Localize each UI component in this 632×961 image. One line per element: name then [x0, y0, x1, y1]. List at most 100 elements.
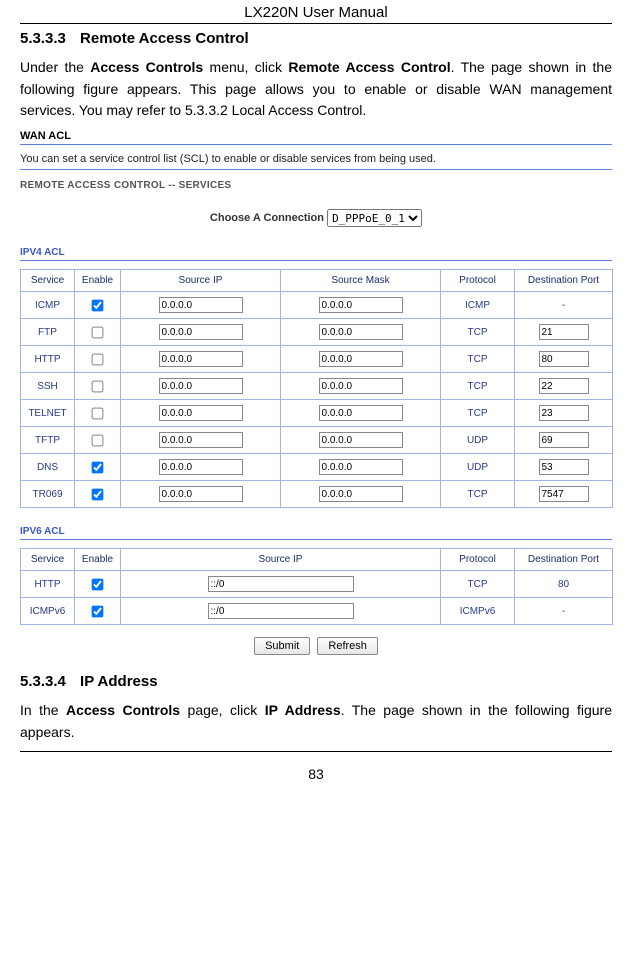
cell-source-mask — [281, 319, 441, 346]
source-mask-input[interactable] — [319, 297, 403, 313]
dest-port-input[interactable] — [539, 459, 589, 475]
dest-port-input[interactable] — [539, 486, 589, 502]
enable-checkbox[interactable] — [92, 461, 104, 473]
dest-port-input[interactable] — [539, 351, 589, 367]
col-dest-port: Destination Port — [515, 270, 613, 292]
cell-dest-port — [515, 319, 613, 346]
source-ip-input[interactable] — [159, 324, 243, 340]
source-ip-input[interactable] — [159, 405, 243, 421]
source-mask-input[interactable] — [319, 459, 403, 475]
source-ip-input[interactable] — [159, 351, 243, 367]
enable-checkbox[interactable] — [92, 605, 104, 617]
choose-connection-select[interactable]: D_PPPoE_0_1 — [327, 209, 422, 227]
cell-dest-port — [515, 481, 613, 508]
source-mask-input[interactable] — [319, 324, 403, 340]
cell-enable — [75, 373, 121, 400]
cell-source-mask — [281, 481, 441, 508]
cell-protocol: TCP — [441, 481, 515, 508]
cell-service: TELNET — [21, 400, 75, 427]
enable-checkbox[interactable] — [92, 299, 104, 311]
submit-button[interactable]: Submit — [254, 637, 310, 655]
cell-dest-port — [515, 427, 613, 454]
choose-connection-row: Choose A Connection D_PPPoE_0_1 — [20, 209, 612, 227]
table-row: TR069TCP — [21, 481, 613, 508]
dest-port-input[interactable] — [539, 432, 589, 448]
cell-service: SSH — [21, 373, 75, 400]
ipv6-rule — [20, 539, 612, 540]
cell-enable — [75, 319, 121, 346]
cell-source-ip — [121, 292, 281, 319]
col-source-mask: Source Mask — [281, 270, 441, 292]
footer-rule — [20, 751, 612, 752]
cell-enable — [75, 571, 121, 598]
enable-checkbox[interactable] — [92, 380, 104, 392]
source-ip-input[interactable] — [159, 459, 243, 475]
cell-source-ip — [121, 373, 281, 400]
doc-header: LX220N User Manual — [20, 0, 612, 23]
source-ip-input[interactable] — [159, 486, 243, 502]
ui-screenshot: WAN ACL You can set a service control li… — [20, 130, 612, 655]
col-service: Service — [21, 549, 75, 571]
section-body-2: In the Access Controls page, click IP Ad… — [20, 700, 612, 743]
cell-service: DNS — [21, 454, 75, 481]
cell-source-mask — [281, 346, 441, 373]
cell-protocol: UDP — [441, 454, 515, 481]
col-protocol: Protocol — [441, 270, 515, 292]
table-row: FTP TCP — [21, 319, 613, 346]
table-row: TELNETTCP — [21, 400, 613, 427]
section-body-1: Under the Access Controls menu, click Re… — [20, 57, 612, 122]
enable-checkbox[interactable] — [92, 578, 104, 590]
dest-port-input[interactable] — [539, 324, 589, 340]
enable-checkbox[interactable] — [92, 326, 104, 338]
source-ip-input[interactable] — [159, 378, 243, 394]
cell-protocol: TCP — [441, 346, 515, 373]
source-mask-input[interactable] — [319, 432, 403, 448]
source-mask-input[interactable] — [319, 378, 403, 394]
cell-protocol: TCP — [441, 571, 515, 598]
table-row: SSH TCP — [21, 373, 613, 400]
source-mask-input[interactable] — [319, 405, 403, 421]
section-title-2: IP Address — [80, 673, 158, 690]
cell-protocol: TCP — [441, 319, 515, 346]
cell-dest-port: - — [515, 598, 613, 625]
section-heading-1: 5.3.3.3 Remote Access Control — [20, 30, 612, 47]
cell-dest-port — [515, 346, 613, 373]
cell-source-ip — [121, 481, 281, 508]
enable-checkbox[interactable] — [92, 353, 104, 365]
cell-service: TFTP — [21, 427, 75, 454]
page-number: 83 — [20, 766, 612, 788]
enable-checkbox[interactable] — [92, 488, 104, 500]
col-source-ip: Source IP — [121, 270, 281, 292]
dest-port-input[interactable] — [539, 405, 589, 421]
source-ip-input[interactable] — [159, 297, 243, 313]
enable-checkbox[interactable] — [92, 434, 104, 446]
blue-rule-1 — [20, 144, 612, 145]
cell-dest-port — [515, 400, 613, 427]
cell-enable — [75, 400, 121, 427]
cell-source-ip — [121, 400, 281, 427]
button-row: Submit Refresh — [20, 637, 612, 655]
cell-source-mask — [281, 292, 441, 319]
col-dest-port: Destination Port — [515, 549, 613, 571]
dest-port-input[interactable] — [539, 378, 589, 394]
ipv6-acl-table: Service Enable Source IP Protocol Destin… — [20, 548, 613, 625]
cell-source-ip — [121, 454, 281, 481]
cell-source-mask — [281, 373, 441, 400]
source-ip-input[interactable] — [208, 576, 354, 592]
source-mask-input[interactable] — [319, 351, 403, 367]
cell-protocol: TCP — [441, 373, 515, 400]
source-ip-input[interactable] — [208, 603, 354, 619]
choose-connection-label: Choose A Connection — [210, 212, 324, 224]
enable-checkbox[interactable] — [92, 407, 104, 419]
source-ip-input[interactable] — [159, 432, 243, 448]
cell-service: ICMPv6 — [21, 598, 75, 625]
table-header-row: Service Enable Source IP Protocol Destin… — [21, 549, 613, 571]
wan-acl-desc: You can set a service control list (SCL)… — [20, 153, 612, 165]
refresh-button[interactable]: Refresh — [317, 637, 378, 655]
cell-service: FTP — [21, 319, 75, 346]
ipv4-acl-label: IPV4 ACL — [20, 247, 612, 258]
blue-rule-2 — [20, 169, 612, 170]
col-enable: Enable — [75, 270, 121, 292]
section-num-1: 5.3.3.3 — [20, 30, 66, 47]
source-mask-input[interactable] — [319, 486, 403, 502]
